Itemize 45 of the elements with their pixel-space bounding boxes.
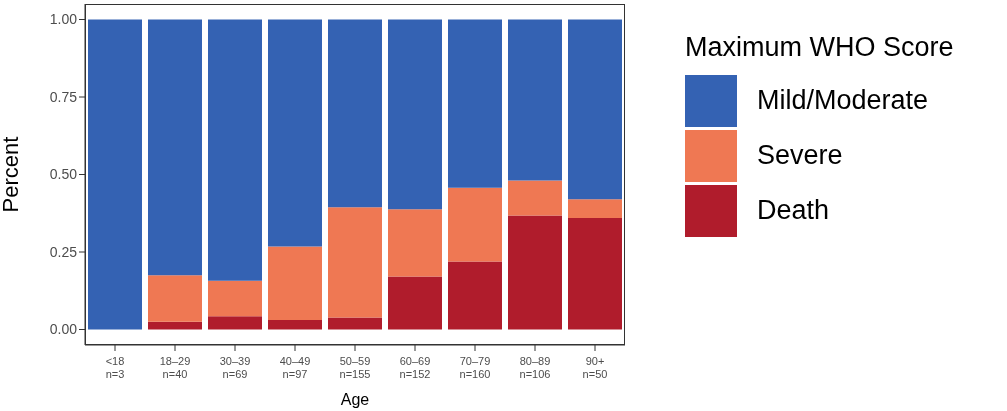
bar (388, 19, 442, 210)
x-tick-label: 30–39 n=69 (219, 355, 251, 380)
x-tick-label: 70–79 n=160 (459, 355, 491, 380)
bar (328, 19, 382, 208)
y-tick-label: 0.25 (49, 243, 78, 260)
bar (328, 207, 382, 318)
y-axis-title: Percent (0, 136, 23, 213)
legend-label: Severe (757, 140, 843, 171)
x-tick-label: <18 n=3 (105, 355, 125, 380)
y-tick-label: 1.00 (49, 11, 78, 28)
bar (148, 19, 202, 276)
bar (268, 19, 322, 247)
legend-label: Death (757, 195, 830, 226)
legend-label: Mild/Moderate (757, 85, 929, 116)
x-tick-label: 80–89 n=106 (519, 355, 551, 380)
x-tick-label: 40–49 n=97 (279, 355, 311, 380)
bar (448, 187, 502, 262)
x-tick-label: 50–59 n=155 (339, 355, 371, 380)
bar (568, 217, 622, 330)
bar (508, 180, 562, 216)
x-tick-label: 18–29 n=40 (159, 355, 191, 380)
bar (208, 316, 262, 330)
x-tick-label: 90+ n=50 (582, 355, 608, 380)
bar (568, 19, 622, 200)
bar (148, 321, 202, 330)
bar (568, 199, 622, 218)
bar (208, 19, 262, 281)
bar (268, 246, 322, 320)
bar (328, 317, 382, 330)
x-tick-label: 60–69 n=152 (399, 355, 431, 380)
y-tick-label: 0.50 (49, 166, 78, 183)
bar (148, 275, 202, 322)
bar (508, 215, 562, 330)
y-tick-label: 0.00 (49, 321, 78, 338)
bar (88, 19, 142, 330)
bar (268, 319, 322, 330)
bar (448, 19, 502, 188)
bar (388, 209, 442, 277)
y-tick-label: 0.75 (49, 88, 78, 105)
x-axis-title: Age (340, 391, 370, 408)
bar (208, 280, 262, 317)
bar (508, 19, 562, 181)
bar (448, 261, 502, 330)
legend-title: Maximum WHO Score (685, 32, 954, 63)
bar (388, 276, 442, 330)
